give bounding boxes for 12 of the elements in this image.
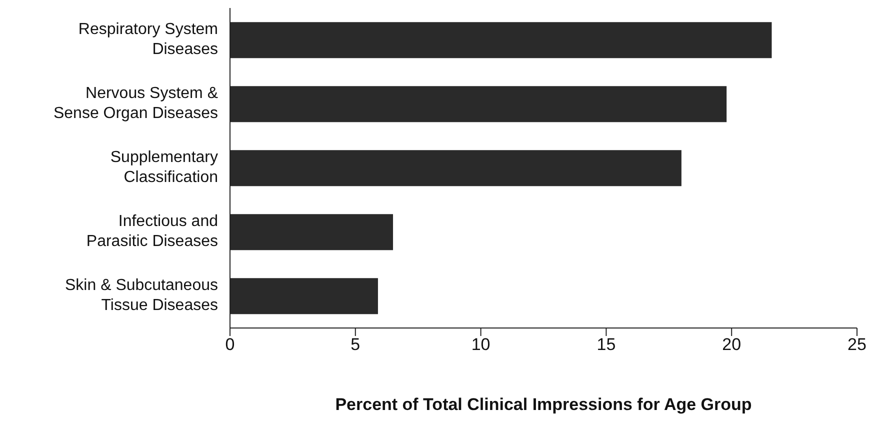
- y-tick-label: Respiratory System Diseases: [78, 21, 218, 58]
- x-tick-label: 25: [848, 335, 866, 354]
- y-tick-label: Infectious and Parasitic Diseases: [86, 213, 218, 250]
- y-tick-label: Nervous System & Sense Organ Diseases: [53, 85, 218, 122]
- x-tick-label: 5: [350, 335, 360, 354]
- x-tick-label: 10: [471, 335, 490, 354]
- x-axis-title: Percent of Total Clinical Impressions for Age Group: [335, 395, 752, 414]
- x-tick-label: 20: [722, 335, 742, 354]
- x-tick-label: 0: [225, 335, 235, 354]
- y-tick-label: Supplementary Classification: [110, 149, 218, 186]
- y-tick-label: Skin & Subcutaneous Tissue Diseases: [65, 277, 218, 314]
- x-tick-label: 15: [596, 335, 616, 354]
